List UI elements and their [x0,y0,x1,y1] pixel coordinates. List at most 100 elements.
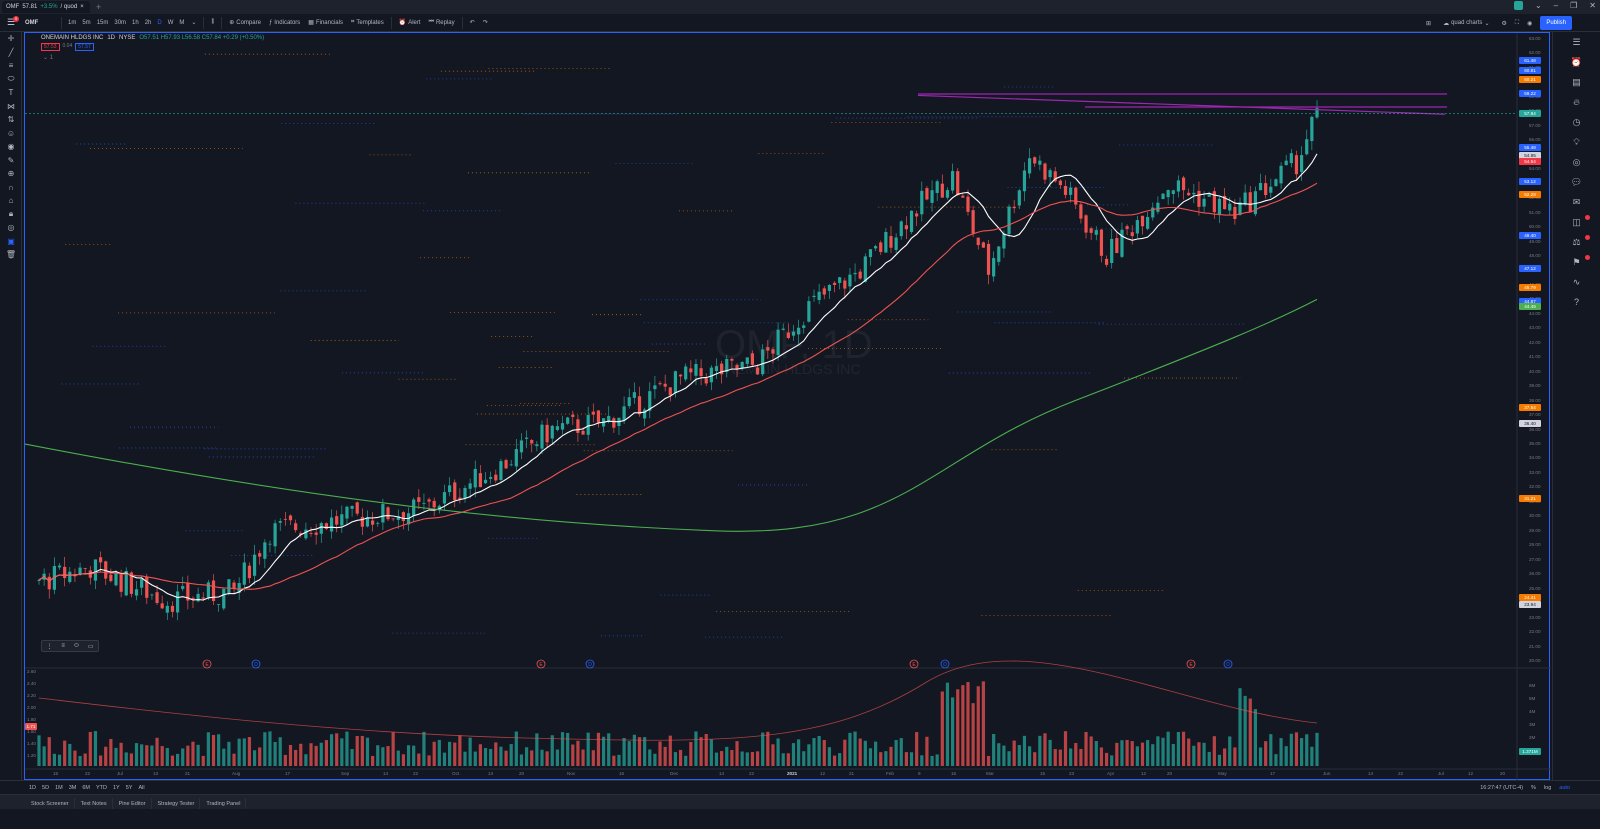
interval-5m[interactable]: 5m [82,19,91,26]
prediction-icon[interactable]: ⇅ [7,115,15,125]
eye-icon[interactable]: ◉ [7,142,15,152]
volume-tick: 1.40 [27,741,36,746]
streams-icon[interactable]: ◎ [1572,156,1581,167]
publish-button[interactable]: Publish [1540,16,1572,30]
order-panel-icon[interactable]: ⚑ [1553,252,1600,272]
interval-M[interactable]: M [179,19,185,26]
data-window-icon[interactable]: ▤ [1572,76,1581,87]
buy-button[interactable]: 57.57 [75,43,94,51]
chevron-down-icon[interactable]: ⌄ [1534,1,1542,10]
sell-button[interactable]: 57.53 [41,43,60,51]
volume-bar [858,738,862,766]
calendar-icon[interactable]: ◷ [1572,116,1581,127]
range-all[interactable]: All [138,784,145,791]
interval-1m[interactable]: 1m [68,19,77,26]
range-3m[interactable]: 3M [68,784,77,791]
drag-handle-icon[interactable]: ⋮ [46,643,53,650]
range-ytd[interactable]: YTD [95,784,107,791]
interval-D[interactable]: D [157,19,162,26]
templates-button[interactable]: ⌗ Templates [350,19,384,26]
hotlists-icon[interactable]: 🔥︎ [1573,96,1580,107]
alerts-icon[interactable]: ⏰ [1570,56,1583,67]
notifications-icon[interactable]: ◫ [1553,212,1600,232]
chart-pane[interactable]: E D E D E D E D OMF, 1D ONEMAIN HLDGS INC ONEMA… [24,32,1551,781]
price-tick: 42.00 [1529,339,1541,345]
trendline-icon[interactable]: ╱ [8,47,14,57]
crosshair-icon[interactable]: ✛ [7,34,15,44]
candle-body [1012,206,1016,209]
range-1d[interactable]: 1D [29,784,37,791]
undo-icon[interactable]: ↶ [469,20,475,26]
layout-name-button[interactable]: ☁ quad charts ⌄ [1443,20,1490,27]
new-tab-icon[interactable]: + [96,2,102,12]
replay-button[interactable]: ⏮ Replay [428,19,455,26]
visibility-icon[interactable]: ◎ [7,223,15,233]
dom-icon[interactable]: ∿ [1572,276,1581,287]
close-icon[interactable]: × [80,4,84,10]
legend-name[interactable]: ONEMAIN HLDGS INC [41,35,104,41]
interval-2h[interactable]: 2h [144,19,152,26]
interval-1h[interactable]: 1h [132,19,139,26]
brush-icon[interactable]: ⬭ [7,74,15,84]
redo-icon[interactable]: ↷ [482,20,488,26]
text-icon[interactable]: T [8,88,14,98]
log-toggle[interactable]: log [1543,784,1552,791]
indicator-collapse[interactable]: ⌄ 1 [43,55,54,61]
panel-tab-strategy-tester[interactable]: Strategy Tester [153,798,201,810]
magnet-icon[interactable]: ∩ [8,182,14,192]
lock-icon[interactable]: 🔒︎ [8,209,14,219]
percent-toggle[interactable]: % [1531,784,1536,791]
calc-icon[interactable]: ⚖ [1553,232,1600,252]
ideas-icon[interactable]: 💡︎ [1573,136,1580,147]
close-window-icon[interactable]: ✕ [1589,1,1596,10]
ruler-icon[interactable]: ✎ [7,155,15,165]
sync-drawing-icon[interactable]: ▣ [7,236,15,246]
range-1m[interactable]: 1M [55,784,63,791]
chevron-down-icon[interactable]: ⌄ [191,20,197,26]
fullscreen-icon[interactable]: ⛶ [1514,19,1520,26]
interval-W[interactable]: W [167,19,174,26]
watchlist-icon[interactable]: ☰ [1572,36,1581,47]
fib-icon[interactable]: ≡ [8,61,14,71]
pattern-icon[interactable]: ⋈ [7,101,15,111]
maximize-icon[interactable]: ❐ [1570,1,1578,10]
alert-button[interactable]: ⏰ Alert [398,19,421,27]
compare-button[interactable]: ⊕ Compare [229,19,261,27]
zoom-icon[interactable]: ⊕ [7,169,15,179]
interval-30m[interactable]: 30m [114,19,127,26]
panel-tab-trading-panel[interactable]: Trading Panel [201,798,247,810]
lines-icon[interactable]: ≡ [61,643,65,649]
range-1y[interactable]: 1Y [112,784,120,791]
chat2-icon[interactable]: ✉ [1572,196,1581,207]
browser-tab[interactable]: OMF 57.81 +3.5% / quod × [2,1,90,13]
range-5d[interactable]: 5D [42,784,50,791]
ellipse-icon[interactable]: ⬭ [73,642,79,649]
indicators-button[interactable]: ƒ Indicators [268,19,301,26]
financials-button[interactable]: ▦ Financials [308,19,343,27]
panel-tab-stock-screener[interactable]: Stock Screener [26,798,75,810]
chat-icon[interactable]: 💬︎ [1570,176,1583,187]
range-6m[interactable]: 6M [82,784,90,791]
layout-grid-icon[interactable]: ⊞ [1426,20,1432,27]
candles-icon[interactable]: ⫼ [211,19,215,25]
icons-icon[interactable]: ☺ [6,128,16,138]
gear-icon[interactable]: ⚙ [1501,20,1507,27]
volume-bar [915,732,919,766]
symbol-search[interactable]: OMF [25,19,39,26]
interval-list: 1m 5m 15m 30m 1h 2h D W M [65,20,187,26]
range-5y[interactable]: 5Y [125,784,133,791]
volume-bar [314,745,318,766]
panel-tab-pine-editor[interactable]: Pine Editor [114,798,152,810]
camera-icon[interactable]: ◉ [1527,20,1533,27]
panel-tab-text-notes[interactable]: Text Notes [76,798,113,810]
minimize-icon[interactable]: – [1553,1,1559,10]
help-icon[interactable]: ? [1573,297,1579,307]
interval-15m[interactable]: 15m [96,19,109,26]
auto-toggle[interactable]: auto [1559,784,1570,791]
volume-bar [37,735,41,766]
menu-button[interactable]: ☰ 9 [6,15,19,27]
lock-drawing-icon[interactable]: ⌂ [8,196,14,206]
trash-icon[interactable]: 🗑︎ [5,250,17,260]
rectangle-icon[interactable]: ▭ [87,643,94,650]
